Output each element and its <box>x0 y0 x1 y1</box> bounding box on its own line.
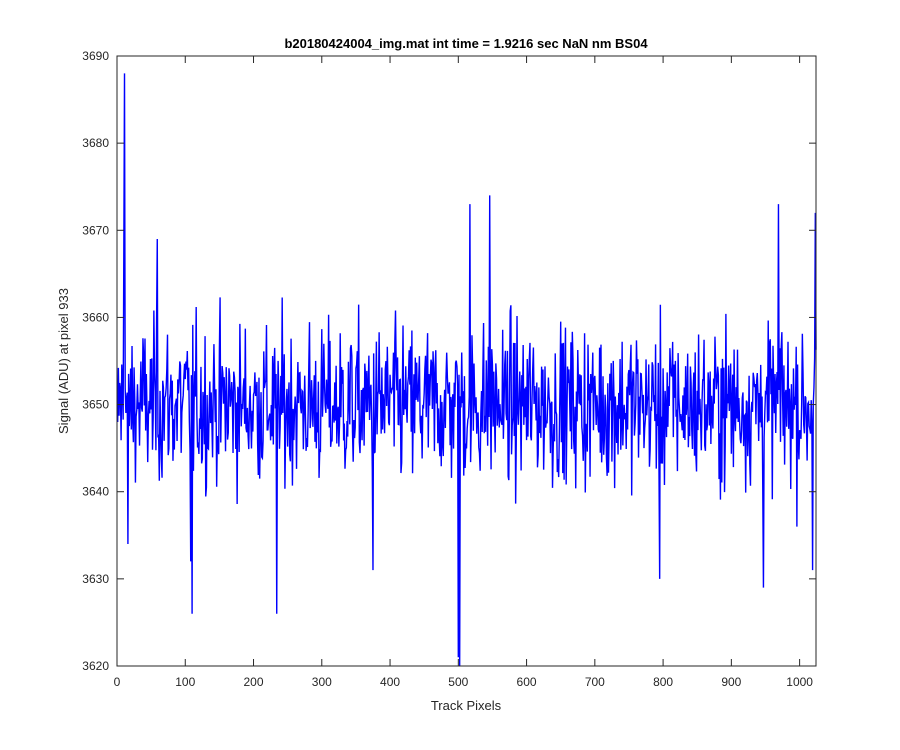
x-tick-label: 300 <box>312 675 332 689</box>
y-tick-label: 3680 <box>82 136 109 150</box>
y-axis-label: Signal (ADU) at pixel 933 <box>56 288 71 434</box>
y-tick-label: 3660 <box>82 310 109 324</box>
series-group <box>116 73 817 667</box>
chart-title: b20180424004_img.mat int time = 1.9216 s… <box>284 36 648 51</box>
y-tick-label: 3630 <box>82 572 109 586</box>
series-line <box>116 73 817 667</box>
x-axis-label: Track Pixels <box>431 698 502 713</box>
x-tick-label: 100 <box>175 675 195 689</box>
y-tick-label: 3690 <box>82 49 109 63</box>
y-tick-label: 3650 <box>82 398 109 412</box>
x-tick-label: 800 <box>653 675 673 689</box>
y-tick-label: 3640 <box>82 485 109 499</box>
x-tick-label: 400 <box>380 675 400 689</box>
plot-area <box>117 56 816 666</box>
x-tick-label: 0 <box>114 675 121 689</box>
x-tick-label: 600 <box>517 675 537 689</box>
ticks-group: 0 100 200 300 400 500 600 700 800 900 1000 3620 3630… <box>82 49 816 689</box>
y-tick-label: 3670 <box>82 223 109 237</box>
x-tick-label: 500 <box>448 675 468 689</box>
y-tick-label: 3620 <box>82 659 109 673</box>
x-tick-label: 700 <box>585 675 605 689</box>
axes-box <box>116 55 817 667</box>
x-tick-label: 900 <box>721 675 741 689</box>
x-tick-label: 1000 <box>786 675 813 689</box>
x-tick-label: 200 <box>244 675 264 689</box>
